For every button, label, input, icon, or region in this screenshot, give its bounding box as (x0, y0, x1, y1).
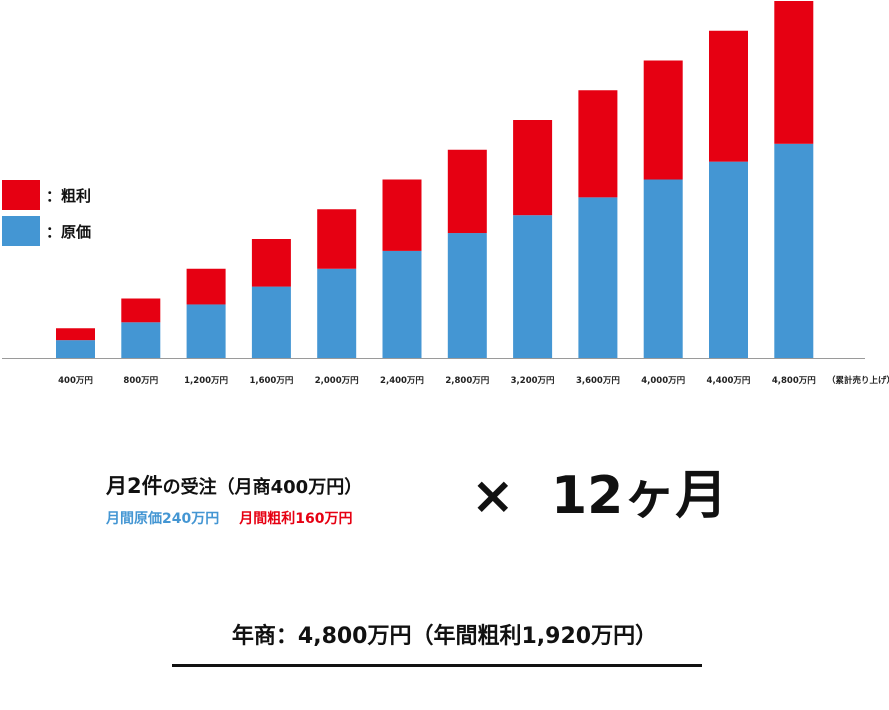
monthly-cost: 月間原価240万円 (106, 511, 220, 527)
bar-profit-2 (121, 298, 161, 323)
bar-cost-11 (709, 161, 748, 358)
legend-swatch-cost (2, 216, 40, 246)
legend-swatch-profit (2, 180, 40, 210)
x-tick-label: 800万円 (123, 376, 158, 386)
monthly-profit: 月間粗利160万円 (239, 511, 353, 527)
legend-item-cost: ：原価 (2, 216, 91, 246)
annual-underline (172, 664, 702, 667)
bar-cost-9 (578, 197, 618, 358)
bar-cost-2 (121, 322, 161, 358)
bar-profit-4 (251, 239, 291, 287)
formula-main: 月2件の受注（月商400万円） (106, 470, 362, 500)
bar-cost-12 (774, 143, 814, 358)
annual-summary: 年商：4,800万円（年間粗利1,920万円） (231, 624, 658, 649)
bar-profit-9 (578, 90, 618, 198)
orders-per-month: 月2件 (106, 474, 163, 498)
formula: 月2件の受注（月商400万円） 月間原価240万円 月間粗利160万円 × 12ヶ… (106, 466, 806, 540)
x-tick-label: 4,400万円 (707, 376, 751, 386)
x-tick-label: 4,000万円 (641, 376, 685, 386)
x-tick-label: 1,200万円 (184, 376, 228, 386)
x-tick-label: 3,200万円 (511, 376, 555, 386)
formula-sub: 月間原価240万円 月間粗利160万円 (106, 508, 352, 528)
bar-cost-4 (251, 286, 291, 358)
legend-item-profit: ：粗利 (2, 180, 91, 210)
x-tick-label: 2,400万円 (380, 376, 424, 386)
legend-label-cost: ：原価 (46, 222, 92, 241)
x-axis-suffix-label: （累計売り上げ） (827, 375, 889, 386)
bar-profit-7 (447, 149, 487, 234)
orders-description: の受注（月商400万円） (162, 477, 363, 498)
bar-profit-8 (513, 120, 553, 216)
stacked-bar-chart: 400万円 800万円 1,200万円 1,600万円 2,000万円 2,400万円 2,… (2, 1, 889, 386)
bar-cost-10 (643, 179, 683, 358)
bar-profit-3 (186, 268, 226, 305)
bar-cost-1 (56, 340, 95, 358)
bar-cost-8 (513, 215, 553, 358)
duration: 12ヶ月 (551, 466, 728, 526)
bar-cost-6 (382, 250, 422, 358)
bar-profit-12 (774, 1, 814, 144)
bar-cost-3 (186, 304, 226, 358)
legend-label-profit: ：粗利 (46, 186, 92, 205)
chart-legend: ：粗利 ：原価 (2, 180, 91, 252)
bar-profit-5 (317, 209, 357, 269)
bar-profit-10 (643, 60, 683, 180)
bar-cost-7 (447, 233, 487, 358)
x-tick-label: 2,000万円 (315, 376, 359, 386)
x-tick-label: 3,600万円 (576, 376, 620, 386)
bar-profit-1 (56, 328, 95, 341)
x-tick-label: 1,600万円 (249, 376, 293, 386)
multiply-sign: × (471, 466, 515, 526)
bar-profit-11 (709, 30, 748, 162)
x-tick-label: 4,800万円 (772, 376, 816, 386)
bar-profit-6 (382, 179, 422, 251)
x-tick-label: 400万円 (58, 376, 93, 386)
x-tick-label: 2,800万円 (445, 376, 489, 386)
bar-cost-5 (317, 268, 357, 358)
